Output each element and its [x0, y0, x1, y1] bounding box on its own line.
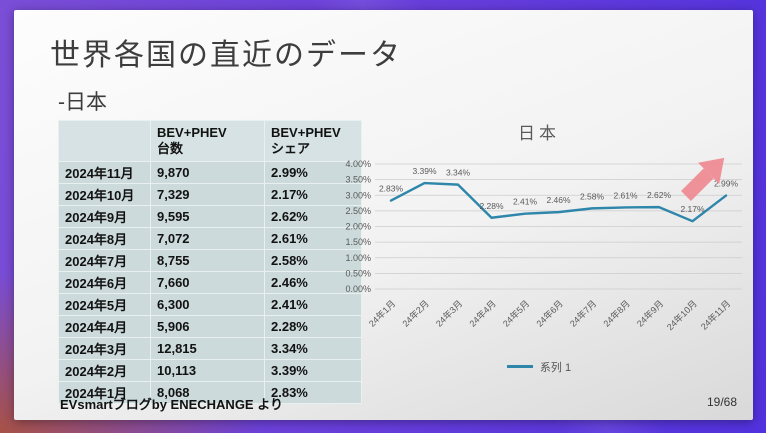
legend-line-marker: [506, 365, 533, 369]
slide-subtitle: -日本: [58, 91, 107, 114]
table-row: 2024年6月 7,660 2.46%: [58, 271, 362, 294]
share-cell: 2.17%: [264, 183, 362, 206]
chart-title: 日本: [518, 124, 560, 143]
units-cell: 12,815: [150, 337, 265, 360]
svg-text:1.50%: 1.50%: [345, 237, 371, 247]
units-cell: 7,072: [150, 227, 265, 250]
ev-data-table: BEV+PHEV 台数 BEV+PHEV シェア 2024年11月 9,870 2.99…: [58, 120, 362, 404]
table-row: 2024年7月 8,755 2.58%: [58, 249, 362, 272]
share-cell: 2.62%: [264, 205, 362, 228]
table-row: 2024年9月 9,595 2.62%: [58, 205, 362, 228]
svg-text:4.00%: 4.00%: [345, 159, 371, 169]
page-number: 19/68: [706, 395, 737, 409]
svg-text:2.00%: 2.00%: [345, 222, 371, 232]
svg-text:2.58%: 2.58%: [580, 191, 605, 201]
svg-text:2.83%: 2.83%: [379, 184, 404, 194]
month-cell: 2024年10月: [58, 183, 151, 206]
month-cell: 2024年9月: [58, 205, 151, 228]
svg-text:24年6月: 24年6月: [534, 298, 565, 329]
svg-text:24年7月: 24年7月: [567, 298, 598, 329]
svg-text:24年8月: 24年8月: [601, 298, 632, 329]
svg-text:24年3月: 24年3月: [433, 298, 464, 329]
svg-text:24年4月: 24年4月: [467, 298, 498, 329]
japan-line-chart: 日本 0.00% 0.50% 1.00% 1.50% 2.00% 2.50% 3.00% 3.…: [328, 122, 750, 384]
page-title: 世界各国の直近のデータ: [50, 39, 402, 72]
legend-label: 系列 1: [539, 361, 572, 374]
svg-text:3.34%: 3.34%: [446, 168, 471, 178]
units-cell: 7,660: [150, 271, 265, 294]
units-cell: 8,755: [150, 249, 265, 272]
svg-text:24年1月: 24年1月: [366, 298, 397, 329]
svg-text:0.50%: 0.50%: [345, 268, 371, 278]
share-cell: 2.61%: [264, 227, 362, 250]
svg-text:3.39%: 3.39%: [412, 166, 437, 176]
table-body: 2024年11月 9,870 2.99% 2024年10月 7,329 2.17% 2024…: [58, 161, 362, 404]
header-share-line1: BEV+PHEV: [271, 125, 341, 141]
units-cell: 7,329: [150, 183, 265, 206]
header-blank-cell: [58, 120, 151, 162]
month-cell: 2024年2月: [58, 359, 151, 382]
header-share-line2: シェア: [271, 141, 311, 156]
svg-text:3.50%: 3.50%: [345, 175, 371, 185]
svg-text:2.28%: 2.28%: [479, 201, 504, 211]
month-cell: 2024年8月: [58, 227, 151, 250]
trend-arrow-icon: [681, 157, 725, 201]
svg-text:2.62%: 2.62%: [647, 190, 672, 200]
month-cell: 2024年11月: [58, 161, 151, 184]
share-cell: 2.83%: [264, 381, 362, 404]
table-header-row: BEV+PHEV 台数 BEV+PHEV シェア: [58, 120, 362, 162]
table-header: BEV+PHEV 台数 BEV+PHEV シェア: [58, 120, 362, 162]
line-chart-plot-area: 0.00% 0.50% 1.00% 1.50% 2.00% 2.50% 3.00% 3.50%…: [345, 159, 742, 333]
units-cell: 9,870: [150, 161, 265, 184]
units-cell: 5,906: [150, 315, 265, 338]
svg-text:24年5月: 24年5月: [500, 298, 531, 329]
svg-text:2.99%: 2.99%: [714, 179, 739, 189]
month-cell: 2024年5月: [58, 293, 151, 316]
header-units-line2: 台数: [157, 141, 184, 156]
presentation-slide: 世界各国の直近のデータ -日本 BEV+PHEV 台数 BEV+PHEV シェア 2…: [14, 10, 753, 420]
table-row: 2024年8月 7,072 2.61%: [58, 227, 362, 250]
svg-text:24年9月: 24年9月: [634, 298, 665, 329]
table-row: 2024年10月 7,329 2.17%: [58, 183, 362, 206]
units-cell: 9,595: [150, 205, 265, 228]
header-share-cell: BEV+PHEV シェア: [264, 120, 362, 162]
svg-text:24年10月: 24年10月: [664, 298, 699, 333]
header-units-cell: BEV+PHEV 台数: [150, 120, 265, 162]
units-cell: 8,068: [150, 381, 265, 404]
share-cell: 2.41%: [264, 293, 362, 316]
header-units-line1: BEV+PHEV: [157, 125, 227, 141]
table-row: 2024年2月 10,113 3.39%: [58, 359, 362, 382]
month-cell: 2024年4月: [58, 315, 151, 338]
svg-text:2.46%: 2.46%: [546, 195, 571, 205]
svg-text:2.61%: 2.61%: [613, 190, 638, 200]
table-row: 2024年4月 5,906 2.28%: [58, 315, 362, 338]
chart-legend: 系列 1: [328, 358, 750, 376]
svg-text:1.00%: 1.00%: [345, 253, 371, 263]
svg-text:2.50%: 2.50%: [345, 206, 371, 216]
month-cell: 2024年3月: [58, 337, 151, 360]
svg-text:24年11月: 24年11月: [698, 298, 732, 332]
month-cell: 2024年7月: [58, 249, 151, 272]
units-cell: 10,113: [150, 359, 265, 382]
svg-text:0.00%: 0.00%: [345, 284, 371, 294]
month-cell: 2024年1月: [58, 381, 151, 404]
svg-text:24年2月: 24年2月: [400, 298, 431, 329]
source-credit: EVsmartブログby ENECHANGE より: [60, 397, 283, 412]
table-row: 2024年5月 6,300 2.41%: [58, 293, 362, 316]
units-cell: 6,300: [150, 293, 265, 316]
share-cell: 2.99%: [264, 161, 362, 184]
svg-text:2.17%: 2.17%: [680, 204, 705, 214]
share-cell: 2.28%: [264, 315, 362, 338]
svg-text:2.41%: 2.41%: [513, 197, 538, 207]
table-row: 2024年3月 12,815 3.34%: [58, 337, 362, 360]
table-row: 2024年1月 8,068 2.83%: [58, 381, 362, 404]
month-cell: 2024年6月: [58, 271, 151, 294]
share-cell: 2.58%: [264, 249, 362, 272]
svg-text:3.00%: 3.00%: [345, 190, 371, 200]
table-row: 2024年11月 9,870 2.99%: [58, 161, 362, 184]
